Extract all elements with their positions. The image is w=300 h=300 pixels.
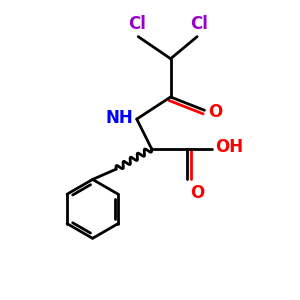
Text: Cl: Cl	[190, 15, 208, 33]
Text: NH: NH	[106, 109, 133, 127]
Text: OH: OH	[215, 138, 244, 156]
Text: O: O	[208, 103, 222, 121]
Text: Cl: Cl	[128, 15, 146, 33]
Text: O: O	[190, 184, 205, 202]
